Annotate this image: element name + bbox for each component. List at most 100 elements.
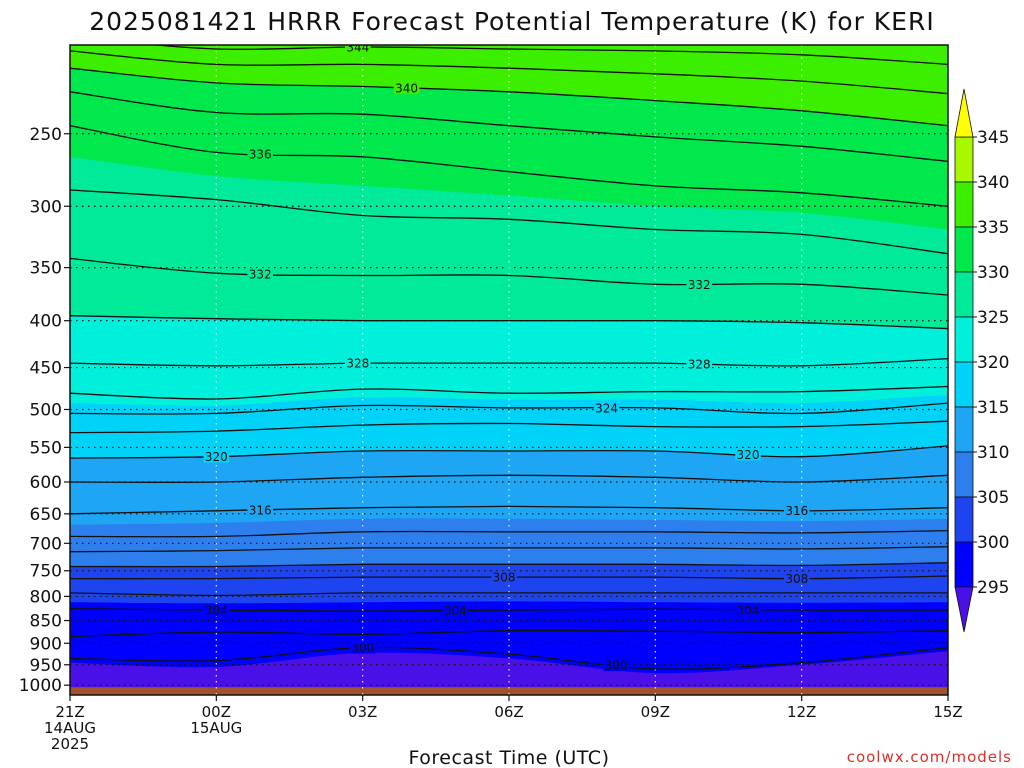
colorbar-segment-340 bbox=[954, 181, 974, 228]
contour-line-342 bbox=[70, 50, 948, 95]
contour-line-310 bbox=[70, 562, 948, 568]
y-tick-label-500: 500 bbox=[30, 400, 62, 420]
y-tick-label-750: 750 bbox=[30, 562, 62, 582]
x-tick-label: 09Z bbox=[641, 703, 670, 721]
x-tick-label: 03Z bbox=[348, 703, 377, 721]
x-tick-label: 2025 bbox=[51, 735, 89, 753]
contour-line-338 bbox=[70, 91, 948, 163]
contour-label: 332 bbox=[688, 278, 711, 292]
x-tick-label: 06Z bbox=[494, 703, 523, 721]
y-tick-label-650: 650 bbox=[30, 505, 62, 525]
contour-label-mask bbox=[349, 641, 376, 654]
contour-label-mask bbox=[247, 267, 274, 280]
colorbar-segment-320 bbox=[954, 361, 974, 408]
colorbar-extend-top bbox=[954, 88, 974, 138]
colorbar-tick-label-320: 320 bbox=[977, 353, 1009, 373]
contour-label-mask bbox=[393, 82, 420, 95]
contour-label: 300 bbox=[605, 659, 628, 673]
contour-line-314 bbox=[70, 529, 948, 538]
contour-label-mask bbox=[344, 357, 371, 370]
colorbar-segment-305 bbox=[954, 496, 974, 543]
contour-line-302 bbox=[70, 629, 948, 638]
y-tick-label-600: 600 bbox=[30, 473, 62, 493]
colorbar-segment-315 bbox=[954, 406, 974, 453]
contour-label: 304 bbox=[737, 603, 760, 617]
terrain-fill bbox=[70, 687, 948, 695]
contour-line-312 bbox=[70, 546, 948, 553]
y-tick-label-400: 400 bbox=[30, 312, 62, 332]
contour-line-306 bbox=[70, 592, 948, 597]
contour-line-326 bbox=[70, 385, 948, 400]
colorbar-segment-310 bbox=[954, 451, 974, 498]
contour-labels: 344 340 336 332 332 328 328 324 320 320 316 316 308 3… bbox=[203, 45, 810, 673]
contour-label-mask bbox=[603, 659, 630, 672]
x-tick-label: 00Z bbox=[202, 703, 231, 721]
contour-label: 316 bbox=[785, 504, 808, 518]
y-tick-label-1000: 1000 bbox=[19, 676, 62, 696]
contour-label-mask bbox=[491, 571, 517, 584]
colorbar-segment-325 bbox=[954, 316, 974, 363]
contour-label: 304 bbox=[444, 604, 467, 618]
contour-line-300 bbox=[70, 646, 948, 670]
contour-label: 324 bbox=[595, 401, 618, 415]
contour-line-324 bbox=[70, 402, 948, 415]
contour-line-340 bbox=[70, 67, 948, 127]
colorbar-tick-label-295: 295 bbox=[977, 578, 1009, 598]
colorbar-tick-label-305: 305 bbox=[977, 488, 1009, 508]
colorbar-tick-label-325: 325 bbox=[977, 308, 1009, 328]
colorbar-segment-300 bbox=[954, 541, 974, 588]
colorbar-tick-label-310: 310 bbox=[977, 443, 1009, 463]
colorbar-segment-335 bbox=[954, 226, 974, 273]
contour-label-mask bbox=[593, 401, 620, 414]
y-tick-label-850: 850 bbox=[30, 612, 62, 632]
y-tick-label-450: 450 bbox=[30, 359, 62, 379]
contour-label: 320 bbox=[205, 450, 228, 464]
contour-label: 332 bbox=[249, 267, 272, 281]
contour-line-332 bbox=[70, 257, 948, 296]
colorbar-tick-label-335: 335 bbox=[977, 218, 1009, 238]
contour-label: 336 bbox=[249, 147, 272, 161]
contour-label: 320 bbox=[737, 448, 760, 462]
y-tick-label-550: 550 bbox=[30, 438, 62, 458]
contour-line-322 bbox=[70, 420, 948, 434]
colorbar-tick-label-330: 330 bbox=[977, 263, 1009, 283]
colorbar-segment-345 bbox=[954, 136, 974, 183]
colorbar-tick-label-315: 315 bbox=[977, 398, 1009, 418]
contour-label-mask bbox=[686, 278, 713, 291]
contour-label: 300 bbox=[351, 641, 374, 655]
contour-line-330 bbox=[70, 315, 948, 330]
contour-label: 308 bbox=[493, 571, 516, 585]
credit-text: coolwx.com/models bbox=[847, 748, 1012, 766]
x-tick-label: 15AUG bbox=[190, 719, 242, 737]
contour-label: 328 bbox=[346, 357, 369, 371]
colorbar: 345 340 335 330 325 320 315 310 305 300 295 bbox=[954, 88, 1009, 633]
y-tick-label-800: 800 bbox=[30, 587, 62, 607]
colorbar-tick-label-345: 345 bbox=[977, 128, 1009, 148]
x-tick-label: 15Z bbox=[933, 703, 962, 721]
contour-line-334 bbox=[70, 189, 948, 255]
contour-label: 308 bbox=[785, 572, 808, 586]
contour-label-mask bbox=[344, 45, 371, 54]
contour-label-mask bbox=[783, 504, 810, 517]
y-tick-label-950: 950 bbox=[30, 656, 62, 676]
contour-label-mask bbox=[247, 147, 274, 160]
y-axis: 2503003504004505005506006507007508008509… bbox=[19, 125, 70, 696]
colorbar-tick-label-340: 340 bbox=[977, 173, 1009, 193]
contour-label-mask bbox=[247, 503, 274, 516]
contour-label: 340 bbox=[395, 82, 418, 96]
contour-label-mask bbox=[735, 603, 761, 616]
chart-title: 2025081421 HRRR Forecast Potential Tempe… bbox=[89, 7, 934, 36]
y-tick-label-250: 250 bbox=[30, 125, 62, 145]
y-tick-label-900: 900 bbox=[30, 634, 62, 654]
contour-label-mask bbox=[442, 604, 469, 617]
contour-label: 304 bbox=[205, 604, 228, 618]
contour-line-318 bbox=[70, 474, 948, 484]
colorbar-extend-bottom bbox=[954, 586, 974, 633]
contour-label-mask bbox=[735, 448, 761, 461]
contour-line-344 bbox=[147, 45, 948, 66]
contour-label-mask bbox=[203, 604, 230, 617]
x-tick-label: 21Z bbox=[55, 703, 84, 721]
contour-label-mask bbox=[686, 357, 713, 370]
